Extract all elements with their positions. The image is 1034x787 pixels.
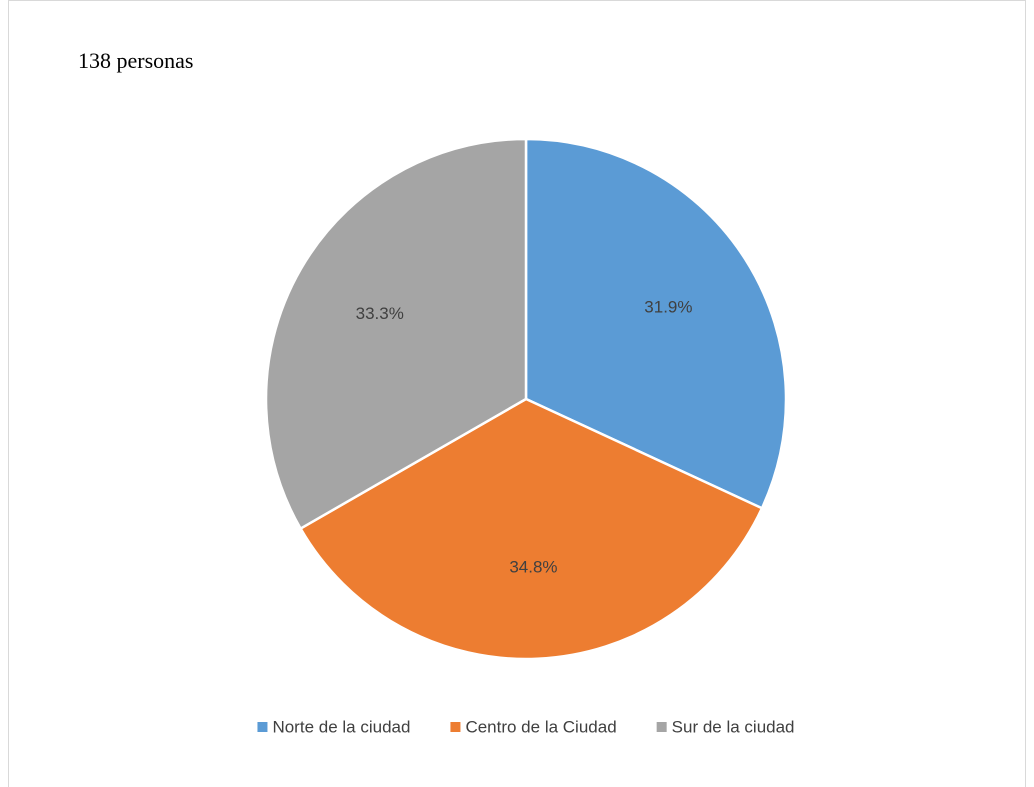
legend-label: Sur de la ciudad xyxy=(672,717,795,736)
data-label: 31.9% xyxy=(644,297,692,316)
legend-label: Norte de la ciudad xyxy=(272,717,410,736)
data-label: 33.3% xyxy=(356,304,404,323)
legend-swatch xyxy=(257,722,268,732)
chart-title: 138 personas xyxy=(78,48,193,73)
legend-swatch xyxy=(656,722,667,732)
data-label: 34.8% xyxy=(509,557,557,576)
legend-label: Centro de la Ciudad xyxy=(465,717,616,736)
legend-swatch xyxy=(450,722,461,732)
pie-slice xyxy=(264,137,528,531)
pie-slice xyxy=(298,397,764,661)
pie-slice xyxy=(524,137,788,510)
